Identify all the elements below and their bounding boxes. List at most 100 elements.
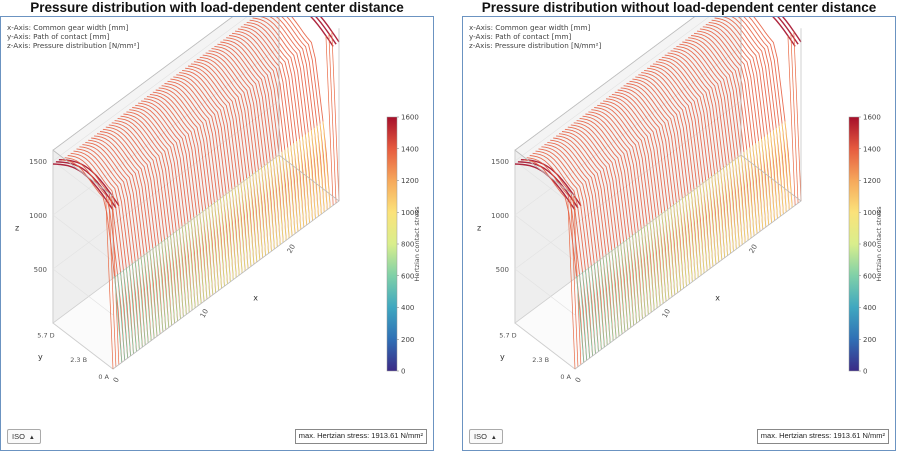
surface-profile-line xyxy=(693,32,755,236)
surface-front-segment xyxy=(281,151,290,239)
surface-front-segment xyxy=(125,267,134,354)
surface-front-segment xyxy=(243,180,252,267)
surface-front-segment xyxy=(717,171,726,258)
surface-front-segment xyxy=(155,245,164,332)
surface-profile-line xyxy=(185,67,246,271)
surface-profile-line xyxy=(220,41,281,245)
surface-front-segment xyxy=(775,127,784,215)
surface-profile-line xyxy=(187,65,249,269)
surface-profile-line xyxy=(132,107,193,311)
surface-profile-line xyxy=(143,98,205,302)
view-select-button[interactable]: ISO ▲ xyxy=(469,429,503,444)
surface-profile-line xyxy=(600,102,661,306)
view-select-button[interactable]: ISO ▲ xyxy=(7,429,41,444)
surface-profile-line xyxy=(731,17,781,217)
surface-profile-line xyxy=(635,76,696,280)
surface-front-segment xyxy=(576,276,585,363)
surface-front-segment xyxy=(749,147,758,234)
colorbar-tick-label: 400 xyxy=(401,304,414,312)
surface-front-segment xyxy=(120,271,129,359)
colorbar-tick-label: 0 xyxy=(401,368,405,376)
surface-front-segment xyxy=(319,123,328,210)
surface-profile-line xyxy=(553,137,614,341)
surface-profile-line xyxy=(748,17,790,210)
surface-profile-line xyxy=(617,89,679,293)
surface-profile-line xyxy=(620,87,682,291)
colorbar-tick-label: 600 xyxy=(863,272,876,280)
surface-front-segment xyxy=(128,265,137,352)
surface-profile-line xyxy=(79,146,140,350)
surface-plot[interactable]: 0 10 20 x 0 A 2.3 B 5.7 D y 500 1000 1500 z 0 200 400 6… xyxy=(463,17,895,450)
surface-front-segment xyxy=(246,178,255,265)
surface-profile-line xyxy=(591,109,652,313)
surface-front-segment xyxy=(643,226,652,313)
view-select-label: ISO xyxy=(12,432,25,441)
surface-front-segment xyxy=(728,162,737,250)
y-axis-info: y-Axis: Path of contact [mm] xyxy=(469,32,572,41)
surface-front-segment xyxy=(164,239,173,326)
colorbar-tick-label: 200 xyxy=(401,336,414,344)
surface-front-segment xyxy=(746,149,755,236)
colorbar-tick-label: 1600 xyxy=(401,114,419,122)
colorbar-title: Hertzian contact stress xyxy=(413,206,421,282)
surface-front-segment xyxy=(772,130,781,217)
surface-profile-line xyxy=(161,85,223,289)
surface-profile-line xyxy=(237,28,299,232)
surface-front-segment xyxy=(234,186,243,274)
surface-front-segment xyxy=(599,258,608,346)
z-gridline xyxy=(514,17,710,162)
surface-profile-line xyxy=(594,107,655,311)
surface-front-segment xyxy=(761,138,770,226)
surface-profile-line xyxy=(76,148,137,352)
surface-profile-line xyxy=(638,74,699,278)
x-tick-label: 10 xyxy=(661,308,672,320)
surface-profile-line xyxy=(722,17,778,219)
surface-front-segment xyxy=(214,202,222,289)
surface-profile-line xyxy=(105,126,167,330)
surface-profile-line xyxy=(67,155,129,359)
z-gridline xyxy=(52,17,248,162)
surface-profile-line xyxy=(320,17,340,43)
surface-front-segment xyxy=(114,276,123,363)
surface-front-segment xyxy=(608,252,617,339)
surface-profile-line xyxy=(167,80,228,284)
surface-front-segment xyxy=(225,193,234,280)
surface-profile-line xyxy=(550,139,611,343)
surface-front-segment xyxy=(208,206,217,293)
surface-profile-line xyxy=(556,135,617,339)
surface-plot[interactable]: 0 10 20 x 0 A 2.3 B 5.7 D y 500 1000 1500 z 0 200 400 6… xyxy=(1,17,433,450)
surface-front-segment xyxy=(629,236,637,324)
panel-title-left: Pressure distribution with load-dependen… xyxy=(30,0,404,15)
surface-profile-line xyxy=(658,59,720,263)
surface-front-segment xyxy=(117,274,126,361)
surface-profile-line xyxy=(738,17,784,215)
surface-front-segment xyxy=(255,171,264,258)
surface-profile-line xyxy=(629,80,690,284)
surface-profile-line xyxy=(608,96,670,300)
surface-front-segment xyxy=(272,158,281,245)
surface-front-segment xyxy=(570,197,579,367)
x-axis-label: x xyxy=(715,294,720,303)
surface-profile-line xyxy=(535,150,596,354)
colorbar-tick-label: 1200 xyxy=(401,177,419,185)
surface-front-segment xyxy=(216,199,225,287)
surface-front-segment xyxy=(307,132,316,219)
surface-front-segment xyxy=(161,241,170,328)
surface-front-segment xyxy=(664,210,673,298)
colorbar-tick-label: 1600 xyxy=(863,114,881,122)
surface-front-segment xyxy=(331,31,340,202)
surface-profile-line xyxy=(661,56,723,260)
surface-front-segment xyxy=(582,271,591,359)
surface-front-segment xyxy=(769,132,778,219)
surface-profile-line xyxy=(70,152,132,356)
surface-front-segment xyxy=(149,250,158,337)
surface-profile-line xyxy=(670,50,732,254)
surface-profile-line xyxy=(138,102,199,306)
surface-front-segment xyxy=(313,127,322,215)
max-stress-label: max. Hertzian stress: 1913.61 N/mm² xyxy=(294,429,427,444)
surface-profile-line xyxy=(208,50,270,254)
surface-profile-line xyxy=(649,65,711,269)
surface-profile-line xyxy=(231,32,293,236)
surface-front-segment xyxy=(263,164,272,252)
surface-profile-line xyxy=(561,131,623,335)
